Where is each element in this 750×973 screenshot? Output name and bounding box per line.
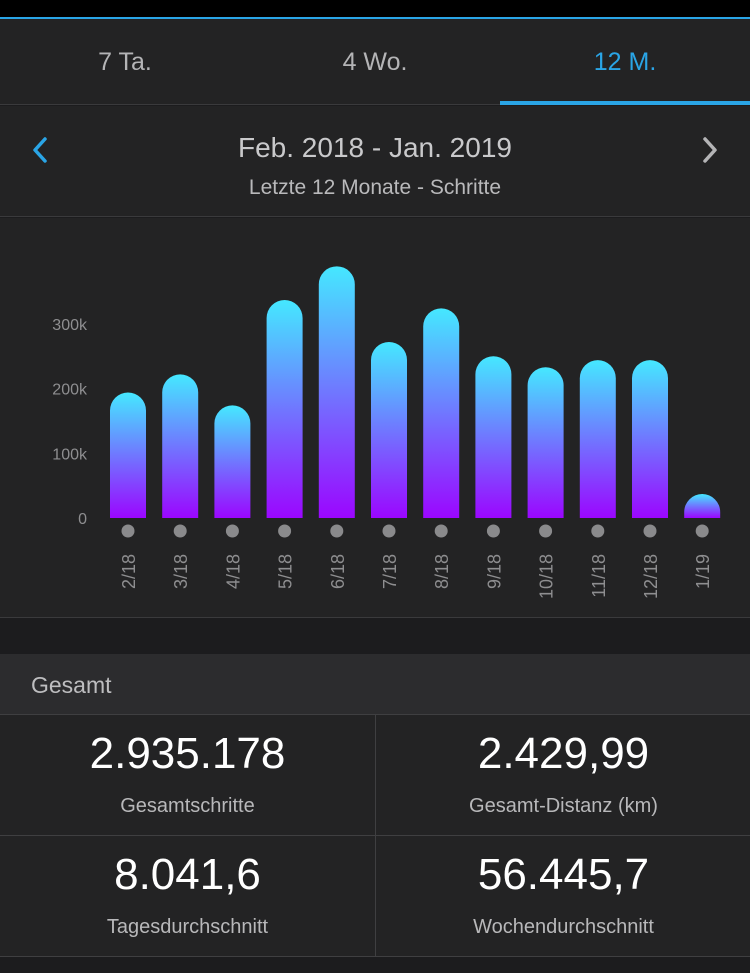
stat-label: Wochendurchschnitt [473,916,654,938]
range-tabs: 7 Ta. 4 Wo. 12 M. [0,19,750,105]
x-tick-label: 8/18 [432,554,452,589]
x-tick-label: 9/18 [484,554,504,589]
bar-2-18[interactable] [110,392,146,518]
tab-12-months[interactable]: 12 M. [593,47,657,76]
bar-1-19[interactable] [684,494,721,518]
bar-dot-marker [643,524,657,538]
stat-value: 2.935.178 [89,729,286,778]
stat-label: Gesamtschritte [120,795,255,817]
bar-dot-marker [121,524,135,538]
stat-daily-average: 8.041,6 Tagesdurchschnitt [0,836,375,956]
stat-value: 2.429,99 [477,729,650,778]
bar-dot-marker [591,524,605,538]
status-bar [0,0,750,18]
bar-8-18[interactable] [423,308,460,518]
page-bottom [0,957,750,973]
x-tick-label: 11/18 [589,554,609,598]
bar-5-18[interactable] [266,299,303,518]
tab-4-weeks[interactable]: 4 Wo. [342,47,408,76]
bar-12-18[interactable] [632,360,668,518]
x-tick-label: 3/18 [171,554,191,589]
stat-label: Gesamt-Distanz (km) [469,795,658,817]
x-tick-label: 7/18 [380,554,400,589]
bar-dot-marker [539,524,553,538]
summary-stats: 2.935.178 Gesamtschritte 2.429,99 Gesamt… [0,715,750,956]
steps-chart-panel: 0 100k 200k 300k 2/18 3/18 4/18 5/18 6/18 7/18 8/1… [0,218,750,618]
tab-7-days[interactable]: 7 Ta. [98,47,152,76]
bar-10-18[interactable] [527,367,564,518]
status-accent-line [0,17,750,19]
bar-4-18[interactable] [214,405,251,518]
y-tick-label: 200k [52,382,88,399]
x-tick-label: 4/18 [223,554,243,589]
y-tick-label: 0 [78,511,87,528]
steps-bar-chart: 0 100k 200k 300k 2/18 3/18 4/18 5/18 6/18 7/18 8/1… [52,266,721,599]
bar-7-18[interactable] [371,342,407,518]
chevron-right-icon [703,137,717,163]
y-tick-label: 300k [52,317,88,334]
bar-3-18[interactable] [162,374,199,518]
bar-dot-marker [225,524,239,538]
previous-period-button[interactable] [20,128,60,172]
bar-dot-marker [434,524,448,538]
x-tick-label: 2/18 [119,554,139,589]
stats-bottom-divider [0,956,750,957]
next-period-button[interactable] [690,128,730,172]
bar-9-18[interactable] [475,356,512,518]
bar-6-18[interactable] [318,266,355,518]
y-tick-label: 100k [52,446,88,463]
active-tab-indicator [500,101,750,105]
period-header: Feb. 2018 - Jan. 2019 Letzte 12 Monate -… [0,106,750,217]
x-tick-label: 5/18 [276,554,296,589]
bar-11-18[interactable] [579,360,616,518]
bar-dot-marker [695,524,709,538]
x-tick-label: 10/18 [537,554,557,599]
period-title: Feb. 2018 - Jan. 2019 [238,132,512,163]
x-tick-label: 1/19 [693,554,713,589]
stat-total-distance: 2.429,99 Gesamt-Distanz (km) [376,715,750,835]
x-tick-label: 6/18 [328,554,348,589]
bar-dot-marker [278,524,292,538]
bar-dot-marker [486,524,500,538]
stat-label: Tagesdurchschnitt [106,916,269,938]
stat-weekly-average: 56.445,7 Wochendurchschnitt [376,836,750,956]
stat-total-steps: 2.935.178 Gesamtschritte [0,715,375,835]
chevron-left-icon [33,137,47,163]
summary-title: Gesamt [31,672,112,698]
stat-value: 8.041,6 [114,850,261,899]
x-tick-label: 12/18 [641,554,661,599]
section-gap [0,619,750,654]
bar-dot-marker [330,524,344,538]
summary-section-header: Gesamt [0,654,750,715]
period-subtitle: Letzte 12 Monate - Schritte [248,176,502,199]
bar-dot-marker [382,524,396,538]
bar-dot-marker [173,524,187,538]
stat-value: 56.445,7 [477,850,650,899]
stats-divider-horizontal [0,835,750,836]
